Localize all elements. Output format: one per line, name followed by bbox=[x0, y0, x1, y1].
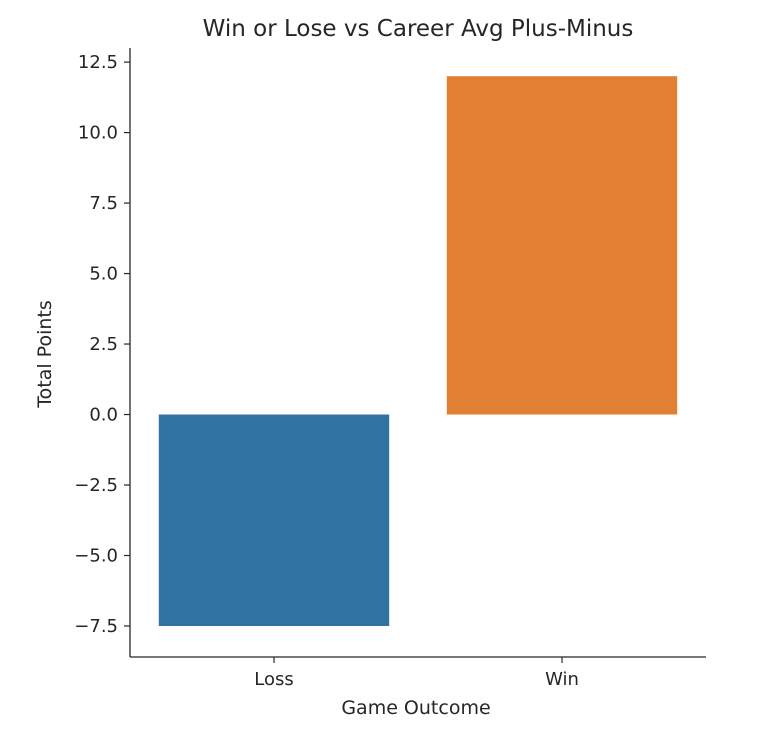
y-tick-label: −7.5 bbox=[74, 616, 118, 637]
y-tick-label: 12.5 bbox=[78, 52, 118, 73]
x-axis-title: Game Outcome bbox=[341, 697, 490, 719]
y-tick-label: 0.0 bbox=[89, 405, 118, 426]
y-axis-title: Total Points bbox=[34, 300, 56, 409]
bars-layer bbox=[158, 76, 678, 626]
chart-title: Win or Lose vs Career Avg Plus-Minus bbox=[203, 16, 634, 42]
bar-loss bbox=[158, 414, 390, 626]
y-tick-label: 10.0 bbox=[78, 123, 118, 144]
y-tick-label: −2.5 bbox=[74, 475, 118, 496]
bar-win bbox=[446, 76, 678, 415]
axes-layer: Loss Win 12.5 10.0 7.5 5.0 2.5 0.0 −2.5 −5.0 −7.5 bbox=[74, 48, 706, 690]
x-tick-label: Loss bbox=[254, 669, 293, 690]
y-tick-label: 2.5 bbox=[89, 334, 118, 355]
y-tick-label: 5.0 bbox=[89, 264, 118, 285]
x-tick-label: Win bbox=[545, 669, 579, 690]
y-tick-label: −5.0 bbox=[74, 546, 118, 567]
y-tick-label: 7.5 bbox=[89, 193, 118, 214]
